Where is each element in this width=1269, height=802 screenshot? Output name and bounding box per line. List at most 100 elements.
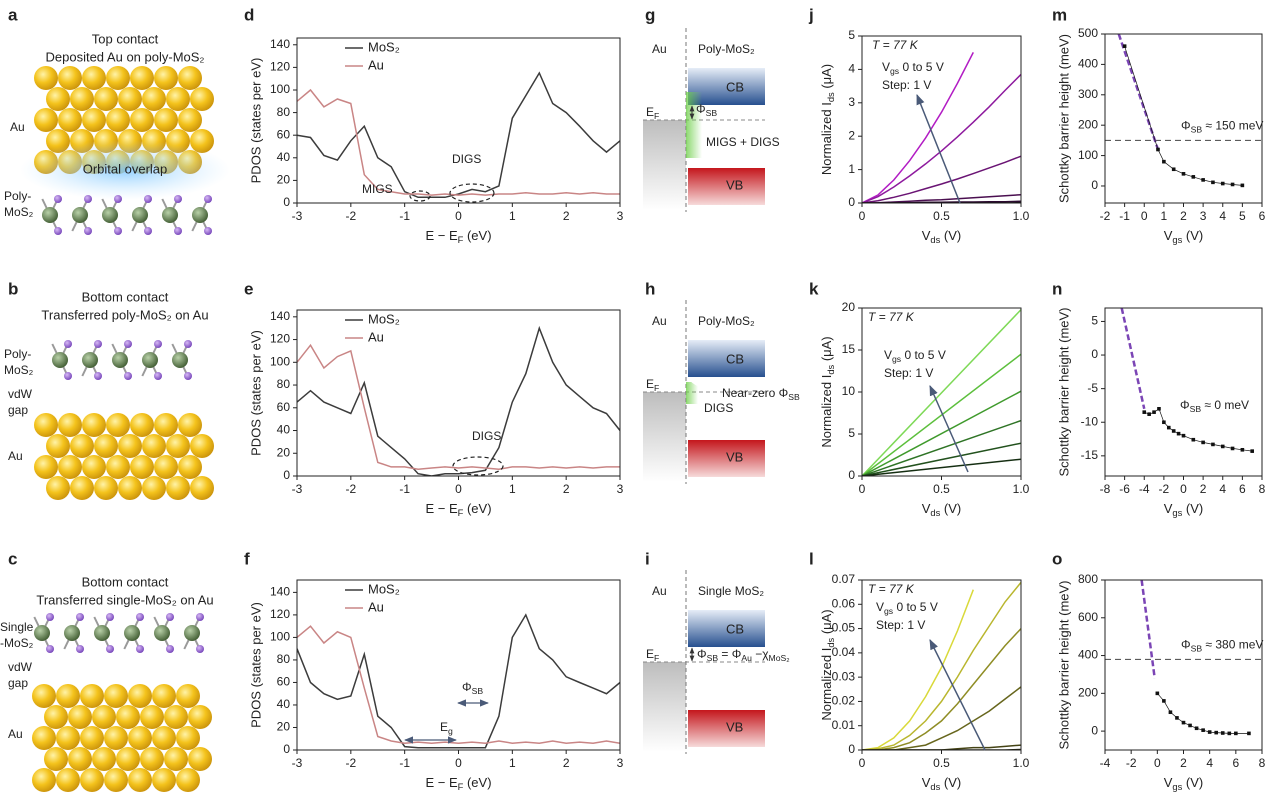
series-line [862, 390, 1021, 476]
mo-atom [72, 207, 88, 223]
x-axis-label-part: V [922, 228, 931, 243]
data-point [1122, 44, 1127, 48]
au-atom [164, 705, 188, 729]
x-tick-label: 3 [617, 209, 624, 223]
metal-label: Au [10, 120, 25, 134]
au-atom [178, 66, 202, 90]
data-point [1147, 412, 1151, 416]
au-atom [118, 476, 142, 500]
au-atom [130, 413, 154, 437]
mo-atom [42, 207, 58, 223]
diagram-title: Deposited Au on poly-MoS₂ [46, 49, 205, 64]
barrier-label: ΦSB = ΦAu −χMoS₂ [697, 647, 790, 663]
annotation-part: V [884, 348, 892, 362]
y-tick-label: 5 [848, 426, 855, 440]
au-atom [154, 108, 178, 132]
x-tick-label: 0.5 [933, 209, 950, 223]
s-atom [84, 195, 92, 203]
y-tick-label: 0 [1091, 178, 1098, 192]
series-line [862, 628, 1021, 750]
x-axis-label: Vgs (V) [1164, 775, 1204, 792]
data-point [1176, 431, 1181, 436]
y-tick-label: 0.02 [832, 694, 856, 708]
metal-label: Au [652, 314, 667, 328]
barrier-label-part: = Φ [718, 647, 741, 661]
panel-label: b [8, 279, 18, 298]
series-line [862, 52, 974, 203]
au-atom [58, 66, 82, 90]
s-atom [184, 340, 192, 348]
s-atom [196, 613, 204, 621]
barrier-label-part: −χ [752, 647, 769, 661]
series-line [862, 353, 1021, 476]
plot-frame [1104, 579, 1263, 751]
au-atom [46, 87, 70, 111]
layer-label: Poly- [4, 347, 31, 361]
y-tick-label: -5 [1087, 381, 1098, 395]
au-atom [34, 455, 58, 479]
au-atom [32, 684, 56, 708]
data-point [1181, 172, 1186, 176]
au-atom [106, 455, 130, 479]
s-atom [144, 195, 152, 203]
data-point [1214, 730, 1219, 735]
annotation: ΦSB ≈ 0 meV [1180, 398, 1249, 414]
s-atom [106, 645, 114, 653]
au-atom [152, 768, 176, 792]
y-tick-label: 0 [283, 468, 290, 482]
data-point [1181, 720, 1186, 725]
x-axis-label-part: (eV) [463, 228, 491, 243]
data-point [1250, 449, 1254, 453]
s-atom [124, 372, 132, 380]
region-outline [409, 190, 431, 202]
au-atom [46, 476, 70, 500]
au-atom [140, 747, 164, 771]
series-line [297, 343, 620, 470]
fermi-label: EF [646, 105, 659, 121]
x-tick-label: 1 [509, 209, 516, 223]
trend-arrow [929, 385, 969, 473]
x-tick-label: -2 [1100, 209, 1111, 223]
au-atom [130, 66, 154, 90]
x-tick-label: 0 [455, 756, 462, 770]
au-atom [82, 413, 106, 437]
s-atom [94, 372, 102, 380]
y-tick-label: 40 [277, 697, 291, 711]
x-axis-label-part: gs [1172, 782, 1182, 792]
au-atom [68, 747, 92, 771]
barrier-label-part: MoS₂ [769, 653, 790, 663]
x-tick-label: 1.0 [1013, 209, 1030, 223]
au-atom [190, 87, 214, 111]
au-atom [46, 434, 70, 458]
au-atom [58, 108, 82, 132]
series-line [297, 613, 620, 749]
barrier-label-part: SB [788, 392, 800, 402]
conduction-band [688, 610, 765, 647]
orbital-glow [20, 140, 230, 200]
data-point [1230, 182, 1235, 187]
data-point [1152, 410, 1156, 414]
y-tick-label: 60 [277, 127, 291, 141]
au-atom [118, 434, 142, 458]
au-atom [190, 434, 214, 458]
barrier-label: Near-zero ΦSB [722, 386, 800, 402]
y-tick-label: 0 [283, 195, 290, 209]
y-axis-label: Schottky barrier height (meV) [1056, 580, 1071, 749]
y-tick-label: 4 [848, 62, 855, 76]
y-tick-label: 60 [277, 675, 291, 689]
x-axis-label: E − EF (eV) [425, 228, 491, 245]
y-tick-label: 120 [270, 60, 290, 74]
y-tick-label: 100 [270, 354, 290, 368]
data-point [1156, 147, 1160, 152]
gap-label: vdW [8, 660, 33, 674]
plot-frame [861, 35, 1022, 204]
series-line [297, 325, 620, 476]
data-point [1211, 180, 1215, 185]
x-tick-label: -1 [399, 756, 410, 770]
y-tick-label: 100 [1078, 148, 1098, 162]
s-atom [84, 227, 92, 235]
series-line [862, 589, 974, 750]
x-tick-label: -4 [1139, 482, 1150, 496]
x-axis-label-part: ds [930, 508, 940, 518]
annotation-part: E [440, 720, 448, 734]
